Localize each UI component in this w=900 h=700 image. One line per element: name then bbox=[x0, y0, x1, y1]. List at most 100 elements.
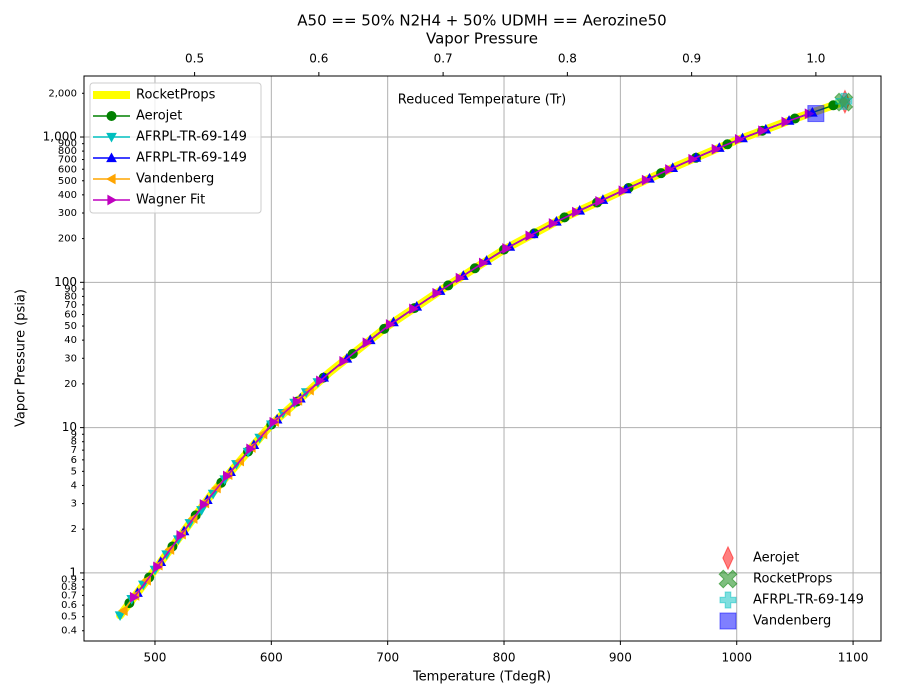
legend-label: Vandenberg bbox=[136, 172, 214, 187]
y-minor-tick-label: 400 bbox=[58, 190, 77, 201]
x-tick-label: 800 bbox=[493, 651, 516, 665]
chart-title: A50 == 50% N2H4 + 50% UDMH == Aerozine50 bbox=[297, 12, 666, 30]
data-point bbox=[114, 611, 126, 621]
data-point bbox=[734, 134, 745, 145]
y-minor-tick-label: 6 bbox=[71, 455, 77, 466]
data-point bbox=[292, 396, 303, 407]
y-minor-tick-label: 0.9 bbox=[61, 575, 77, 586]
data-point bbox=[246, 443, 256, 455]
critical-point bbox=[835, 92, 853, 110]
data-point bbox=[316, 375, 326, 387]
y-minor-tick-label: 9 bbox=[71, 429, 77, 440]
legend-box bbox=[89, 82, 262, 214]
legend-label: Wagner Fit bbox=[136, 193, 205, 208]
y-minor-tick-label: 5 bbox=[71, 466, 77, 477]
y-minor-tick-label: 50 bbox=[64, 321, 77, 332]
y-minor-tick-label: 0.7 bbox=[61, 590, 77, 601]
data-point bbox=[129, 591, 140, 603]
y-minor-tick-label: 0.6 bbox=[61, 600, 77, 611]
legend-marker bbox=[719, 612, 737, 630]
data-point bbox=[339, 355, 349, 367]
legend-label: Aerojet bbox=[136, 109, 182, 124]
legend-marker bbox=[105, 173, 116, 185]
x2-tick-label: 1.0 bbox=[806, 52, 825, 66]
y-minor-tick-label: 8 bbox=[71, 437, 77, 448]
y-minor-tick-label: 0.5 bbox=[61, 612, 77, 623]
y-minor-tick-label: 500 bbox=[58, 176, 77, 187]
y-minor-tick-label: 40 bbox=[64, 335, 77, 346]
y-minor-tick-label: 7 bbox=[71, 445, 77, 456]
data-point bbox=[641, 174, 652, 186]
y-tick-label: 1,000 bbox=[43, 130, 77, 144]
critical-point bbox=[807, 105, 825, 123]
y-tick-label: 10 bbox=[62, 420, 77, 434]
x-tick-label: 600 bbox=[260, 651, 283, 665]
legend-marker bbox=[722, 545, 734, 571]
y-minor-tick-label: 600 bbox=[58, 164, 77, 175]
data-point bbox=[711, 143, 722, 155]
data-point bbox=[688, 153, 699, 165]
data-point bbox=[362, 337, 373, 349]
y-minor-tick-label: 800 bbox=[58, 146, 77, 157]
x-tick-label: 700 bbox=[376, 651, 399, 665]
x-tick-label: 900 bbox=[609, 651, 632, 665]
legend-label: Vandenberg bbox=[753, 614, 831, 629]
x2-tick-label: 0.6 bbox=[309, 52, 328, 66]
y-minor-tick-label: 4 bbox=[71, 480, 77, 491]
x2-tick-label: 0.8 bbox=[558, 52, 577, 66]
data-point bbox=[478, 257, 489, 269]
data-point bbox=[118, 605, 128, 616]
chart-subtitle: Vapor Pressure bbox=[426, 30, 538, 48]
legend-label: RocketProps bbox=[136, 88, 216, 103]
data-point bbox=[502, 243, 512, 254]
data-point bbox=[548, 218, 559, 229]
data-point bbox=[153, 561, 163, 573]
y-minor-tick-label: 70 bbox=[64, 300, 77, 311]
data-point bbox=[758, 125, 768, 137]
x-tick-label: 500 bbox=[144, 651, 167, 665]
y-minor-tick-label: 0.4 bbox=[61, 626, 77, 637]
data-point bbox=[618, 185, 629, 197]
y-minor-tick-label: 900 bbox=[58, 139, 77, 150]
x-tick-label: 1100 bbox=[838, 651, 869, 665]
legend-marker bbox=[106, 132, 117, 143]
data-point bbox=[665, 164, 675, 175]
y-minor-tick-label: 0.8 bbox=[61, 582, 77, 593]
legend-marker bbox=[107, 194, 118, 206]
annotation: Reduced Temperature (Tr) bbox=[398, 93, 566, 108]
legend-marker bbox=[719, 591, 737, 609]
y-minor-tick-label: 20 bbox=[64, 379, 77, 390]
data-point bbox=[223, 470, 233, 482]
data-point bbox=[595, 195, 605, 207]
y-minor-tick-label: 300 bbox=[58, 208, 77, 219]
legend-label: Aerojet bbox=[753, 551, 799, 566]
data-point bbox=[199, 499, 210, 510]
y-minor-tick-label: 3 bbox=[71, 499, 77, 510]
y-tick-label: 100 bbox=[54, 275, 77, 289]
x2-tick-label: 0.7 bbox=[434, 52, 453, 66]
legend-marker bbox=[106, 152, 117, 163]
legend-marker bbox=[106, 111, 117, 121]
legend-marker bbox=[718, 569, 738, 589]
y-axis-label: Vapor Pressure (psia) bbox=[14, 289, 29, 427]
data-point bbox=[455, 272, 466, 284]
legend-label: RocketProps bbox=[753, 572, 833, 587]
legend: RocketProps Aerojet AFRPL-TR-69-149 AFRPL-T… bbox=[89, 82, 864, 630]
y-minor-tick-label: 2 bbox=[71, 524, 77, 535]
data-point bbox=[572, 206, 582, 218]
x2-tick-label: 0.9 bbox=[682, 52, 701, 66]
data-point bbox=[432, 287, 443, 299]
y-minor-tick-label: 80 bbox=[64, 291, 77, 302]
legend-label: AFRPL-TR-69-149 bbox=[136, 130, 247, 145]
y-minor-tick-label: 700 bbox=[58, 155, 77, 166]
x-tick-label: 1000 bbox=[721, 651, 752, 665]
data-point bbox=[409, 303, 419, 315]
data-point bbox=[385, 319, 396, 330]
data-point bbox=[781, 116, 792, 128]
data-point bbox=[176, 530, 187, 541]
legend-label: AFRPL-TR-69-149 bbox=[753, 593, 864, 608]
y-minor-tick-label: 2,000 bbox=[48, 88, 77, 99]
data-point bbox=[525, 230, 536, 242]
